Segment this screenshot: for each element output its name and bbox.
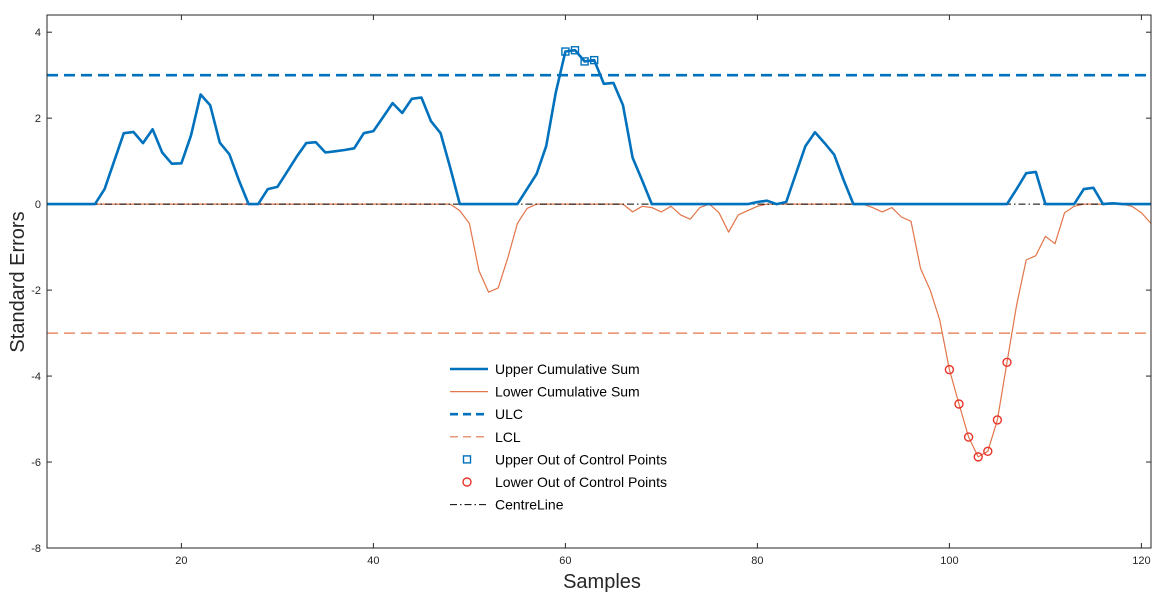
plot-frame (46, 14, 1152, 549)
legend-marker-square (462, 455, 472, 464)
lower-out-of-control-point (992, 415, 1003, 425)
x-axis-ticks: 20 40 60 80 100 120 (175, 15, 1151, 567)
y-tick-label: 0 (35, 199, 41, 211)
y-tick-label: 2 (35, 113, 41, 125)
lower-out-of-control-point (1002, 357, 1012, 368)
legend-label: LCL (495, 429, 521, 445)
y-tick-label: -4 (31, 371, 41, 383)
x-tick-label: 120 (1132, 555, 1150, 567)
lower-out-of-control-point (954, 399, 964, 409)
series-group (47, 46, 1151, 462)
y-axis-title: Standard Errors (7, 211, 29, 352)
y-tick-label: -2 (31, 285, 41, 297)
legend-marker-circle (462, 477, 472, 487)
legend: Upper Cumulative Sum Lower Cumulative Sum… (450, 361, 667, 513)
upper-out-of-control-point (570, 46, 580, 55)
legend-label: Upper Out of Control Points (495, 451, 667, 467)
y-tick-label: -6 (31, 457, 41, 469)
x-tick-label: 100 (940, 555, 958, 567)
x-tick-label: 20 (175, 555, 187, 567)
series-upper-cumulative-sum (47, 48, 1151, 206)
upper-out-of-control-point (561, 47, 570, 56)
x-tick-label: 60 (559, 555, 571, 567)
plot-area (47, 15, 1151, 548)
lower-out-of-control-point (973, 452, 983, 462)
legend-label: CentreLine (495, 497, 564, 513)
series-layer (47, 46, 1151, 462)
lower-out-of-control-point (983, 446, 993, 456)
y-tick-label: -8 (31, 543, 41, 555)
lower-out-of-control-point (944, 364, 955, 375)
legend-label: Upper Cumulative Sum (495, 361, 640, 377)
x-axis-title: Samples (563, 571, 641, 593)
upper-out-of-control-point (580, 57, 589, 66)
upper-out-of-control-point (590, 55, 599, 65)
x-tick-label: 80 (751, 555, 763, 567)
legend-label: ULC (495, 406, 523, 422)
legend-label: Lower Cumulative Sum (495, 384, 640, 400)
lower-out-of-control-point (963, 432, 974, 442)
legend-label: Lower Out of Control Points (495, 474, 667, 490)
y-tick-label: 4 (35, 27, 41, 39)
x-tick-label: 40 (367, 555, 379, 567)
